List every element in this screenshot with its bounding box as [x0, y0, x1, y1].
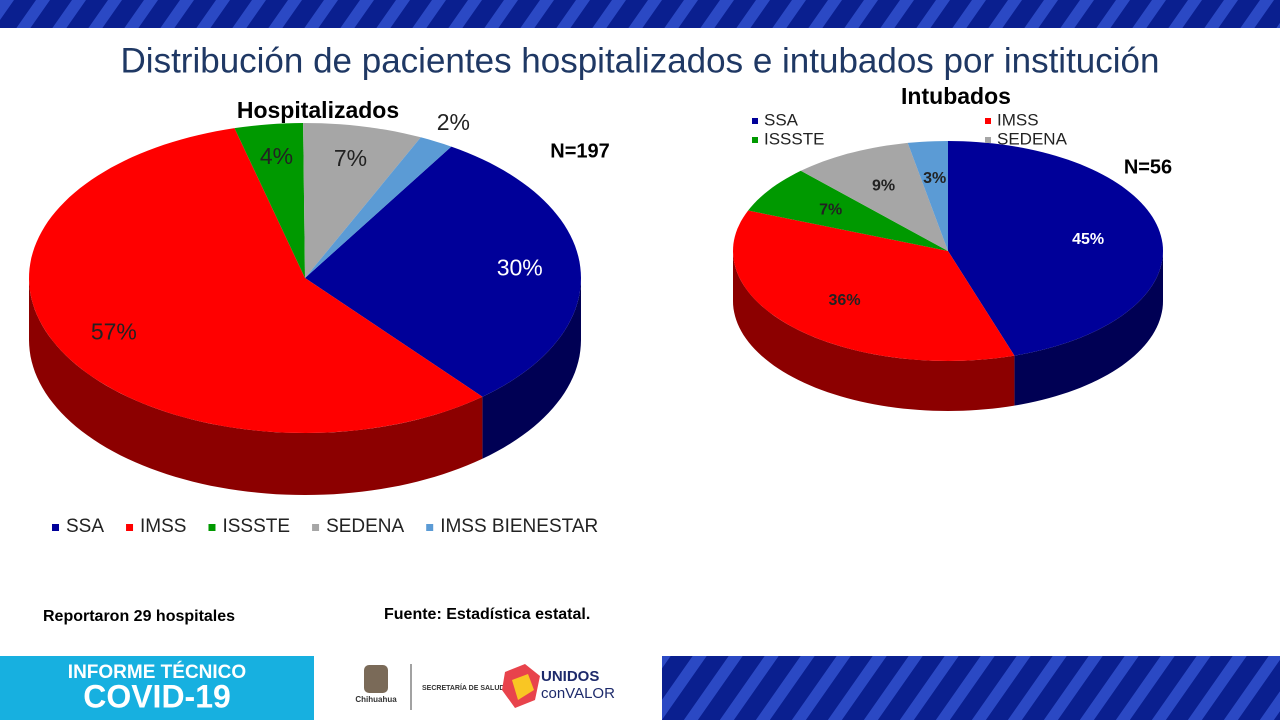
pie-side — [29, 278, 483, 495]
pie-side — [482, 278, 581, 459]
logo-text: UNIDOS — [541, 668, 599, 685]
pie-slice — [733, 210, 1015, 361]
bottom-banner: INFORME TÉCNICO COVID-19 Chihuahua SECRE… — [0, 656, 1280, 720]
legend-label: SEDENA — [326, 516, 404, 537]
pie-slice — [234, 123, 305, 278]
legend-swatch — [426, 524, 434, 531]
pie-slice — [907, 141, 948, 251]
logo-text: Chihuahua — [355, 695, 397, 704]
data-label: 30% — [497, 255, 543, 281]
map-icon — [512, 674, 534, 700]
data-label: 57% — [91, 319, 137, 345]
pie-slice — [305, 146, 581, 397]
note: Fuente: Estadística estatal. — [384, 606, 590, 623]
legend-swatch — [985, 137, 991, 143]
data-label: 36% — [829, 292, 861, 309]
legend-swatch — [312, 524, 320, 531]
chart-title: Hospitalizados — [237, 97, 399, 123]
annotation: N=197 — [550, 140, 610, 162]
pie-slice — [748, 170, 948, 251]
pie-slice — [305, 137, 452, 278]
data-label: 2% — [437, 109, 470, 135]
pie-slice — [948, 141, 1163, 356]
legend-label: IMSS — [997, 110, 1039, 129]
data-label: 7% — [334, 145, 367, 171]
data-label: 3% — [923, 170, 946, 187]
legend-swatch — [208, 524, 216, 531]
logo-text: conVALOR — [541, 685, 615, 702]
legend-label: IMSS — [140, 516, 186, 537]
pie-slice — [800, 142, 948, 251]
banner-text: COVID-19 — [83, 678, 231, 714]
legend-label: ISSSTE — [222, 516, 290, 537]
top-strip — [0, 0, 1280, 28]
seal-icon — [364, 665, 388, 693]
pie-chart: 45% 36% 7% 9% 3% Intubados N=56 SSA IMSS ISSSTE SE… — [733, 83, 1172, 411]
pie-chart: 30% 57% 4% 7% 2% Hospitalizados N=197 SSA IMSS IS… — [29, 97, 610, 537]
banner-text: INFORME TÉCNICO — [68, 661, 246, 683]
legend-label: SSA — [66, 516, 104, 537]
note: Reportaron 29 hospitales — [43, 608, 235, 625]
pie-side — [733, 251, 1015, 411]
legend-swatch — [752, 137, 758, 143]
chart-title: Intubados — [901, 83, 1011, 109]
legend-label: IMSS BIENESTAR — [440, 516, 598, 537]
legend-label: SEDENA — [997, 129, 1068, 148]
data-label: 4% — [260, 143, 293, 169]
data-label: 9% — [872, 178, 895, 195]
legend-swatch — [52, 524, 59, 531]
data-label: 7% — [819, 201, 842, 218]
legend-label: ISSSTE — [764, 129, 824, 148]
legend-label: SSA — [764, 110, 799, 129]
page-title: Distribución de pacientes hospitalizados… — [121, 41, 1160, 80]
legend-swatch — [752, 118, 758, 124]
data-label: 45% — [1072, 231, 1104, 248]
pie-slice — [29, 128, 483, 433]
annotation: N=56 — [1124, 156, 1172, 178]
pie-side — [1014, 251, 1163, 406]
logo-text: SECRETARÍA DE SALUD — [422, 683, 504, 692]
legend-swatch — [985, 118, 991, 124]
pie-slice — [303, 123, 421, 278]
legend-swatch — [126, 524, 134, 531]
banner-box — [0, 656, 314, 720]
